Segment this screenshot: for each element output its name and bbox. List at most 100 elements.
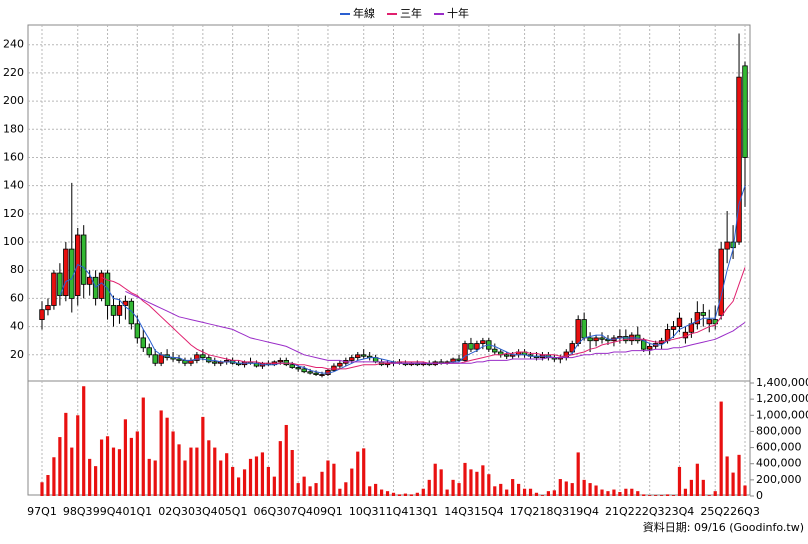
volume-bar [463,462,467,496]
x-tick-label: 01Q1 [122,505,152,518]
y-tick-label: 160 [3,150,24,163]
volume-bar [338,488,342,496]
volume-bar [546,491,550,496]
x-tick-label: 06Q3 [254,505,284,518]
volume-bar [403,493,408,496]
volume-bar [70,447,74,496]
legend-label: 三年 [400,6,422,20]
volume-bar [385,491,390,496]
volume-bar [445,489,449,496]
volume-bar [237,477,241,496]
volume-bar [612,489,616,496]
candle-body [623,336,629,342]
volume-bar [165,417,169,496]
volume-tick-label: 200,000 [756,473,802,486]
volume-bar [713,491,717,496]
volume-tick-label: 0 [756,489,763,502]
candle-body [81,234,87,285]
candle-body [706,319,712,325]
candle-body [134,323,141,339]
volume-bar [558,479,562,496]
x-tick-label: 13Q1 [408,505,438,518]
volume-bar [379,489,384,496]
y-tick-label: 100 [3,235,24,248]
volume-bar [219,460,223,496]
volume-bar [242,469,247,496]
y-tick-label: 220 [3,66,24,79]
volume-bar [487,474,491,496]
x-tick-label: 19Q4 [569,505,599,518]
volume-bar [409,494,413,496]
volume-bar [201,416,205,496]
volume-bar [689,479,693,496]
volume-bar [630,488,634,496]
volume-tick-label: 800,000 [756,424,802,437]
volume-bar [534,492,539,496]
candle-body [295,367,301,370]
volume-bar [278,441,282,496]
volume-bar [600,489,604,496]
volume-tick-label: 1,200,000 [756,392,808,405]
candle-body [194,354,200,361]
volume-bar [582,479,586,496]
ma-line [101,267,746,370]
candle-body [700,312,706,316]
volume-bar [594,485,598,496]
candle-body [289,364,295,368]
volume-bar [129,437,133,496]
volume-bar [46,475,50,496]
volume-bar [421,488,425,496]
volume-bar [350,468,354,496]
volume-bar [433,463,437,496]
volume-bar [213,447,217,496]
volume-bar [52,457,56,496]
y-tick-label: 180 [3,122,24,135]
volume-tick-label: 1,000,000 [756,408,808,421]
volume-bar [153,460,157,496]
volume-bar [564,481,568,496]
volume-bar [284,424,288,496]
candle-body [51,272,57,306]
volume-bar [141,397,145,496]
volume-bar [64,412,68,496]
volume-bar [302,476,306,496]
volume-bar [654,495,658,496]
volume-bar [391,492,396,496]
volume-bar [451,479,455,496]
candle-body [63,248,69,297]
candle-body [694,312,701,325]
volume-bar [171,431,175,496]
volume-bar [427,479,431,496]
volume-bar [147,458,151,496]
candle-body [462,343,468,361]
volume-bar [368,486,372,496]
volume-bar [665,494,670,496]
candle-body [670,326,677,330]
volume-bar [737,454,741,496]
volume-bar [522,488,527,496]
volume-bar [189,447,193,496]
candle-body [146,347,152,356]
candle-body [200,354,206,359]
candle-body [480,340,486,344]
volume-bar [58,437,62,496]
volume-bar [195,447,199,496]
candle-body [646,345,653,350]
y-tick-label: 140 [3,179,24,192]
y-tick-label: 120 [3,207,24,220]
candle-body [116,305,123,316]
volume-bar [135,431,139,496]
candle-body [92,276,99,299]
x-tick-label: 03Q4 [188,505,218,518]
candle-body [122,300,129,306]
volume-bar [374,483,378,496]
volume-bar [517,483,521,496]
volume-bar [94,466,98,496]
volume-bar [248,458,253,496]
candle-body [676,317,683,328]
candle-body [313,372,319,375]
x-tick-label: 02Q3 [158,505,188,518]
candle-body [736,76,742,243]
y-tick-label: 60 [10,291,24,304]
volume-bar [642,494,646,496]
